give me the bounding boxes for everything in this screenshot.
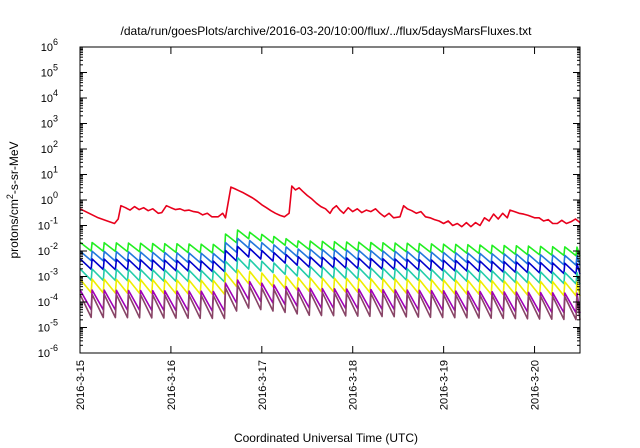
y-tick-label: 104	[41, 88, 58, 105]
chart-title: /data/run/goesPlots/archive/2016-03-20/1…	[121, 24, 533, 38]
y-tick-label: 10-3	[38, 267, 58, 284]
y-tick-label: 100	[41, 190, 58, 207]
x-axis-label: Coordinated Universal Time (UTC)	[234, 431, 418, 445]
y-tick-label: 10-6	[38, 343, 58, 360]
x-tick-label: 2016-3-16	[166, 360, 178, 410]
y-label-superscript: 2	[5, 194, 15, 199]
y-tick-label: 10-4	[38, 292, 58, 309]
series-line-7	[79, 284, 581, 321]
y-axis: 10-6 10-5 10-4 10-3 10-2 10-1 100 101 102 103 104 1…	[38, 37, 580, 360]
y-tick-label: 10-1	[38, 216, 58, 233]
series-line-1	[79, 229, 581, 257]
y-tick-label: 105	[41, 63, 58, 80]
y-tick-label: 103	[41, 114, 58, 131]
series-line-0	[79, 185, 581, 228]
x-tick-label: 2016-3-18	[348, 360, 360, 410]
series-line-4	[79, 256, 581, 285]
y-axis-label: protons/cm2-s-sr-MeV	[5, 141, 21, 258]
x-tick-label: 2016-3-19	[439, 360, 451, 410]
y-tick-label: 106	[41, 37, 58, 54]
y-label-part2: -s-sr-MeV	[7, 141, 21, 194]
series-line-3	[79, 245, 581, 275]
y-tick-label: 10-5	[38, 318, 58, 335]
x-tick-label: 2016-3-20	[530, 360, 542, 410]
y-tick-label: 101	[41, 165, 58, 182]
series-layer	[79, 185, 581, 321]
x-tick-label: 2016-3-15	[75, 360, 87, 410]
x-tick-label: 2016-3-17	[257, 360, 269, 410]
y-tick-label: 102	[41, 139, 58, 156]
y-tick-label: 10-2	[38, 241, 58, 258]
x-axis: 2016-3-15 2016-3-16 2016-3-17 2016-3-18 2016…	[75, 47, 542, 410]
y-label-part1: protons/cm	[7, 199, 21, 258]
